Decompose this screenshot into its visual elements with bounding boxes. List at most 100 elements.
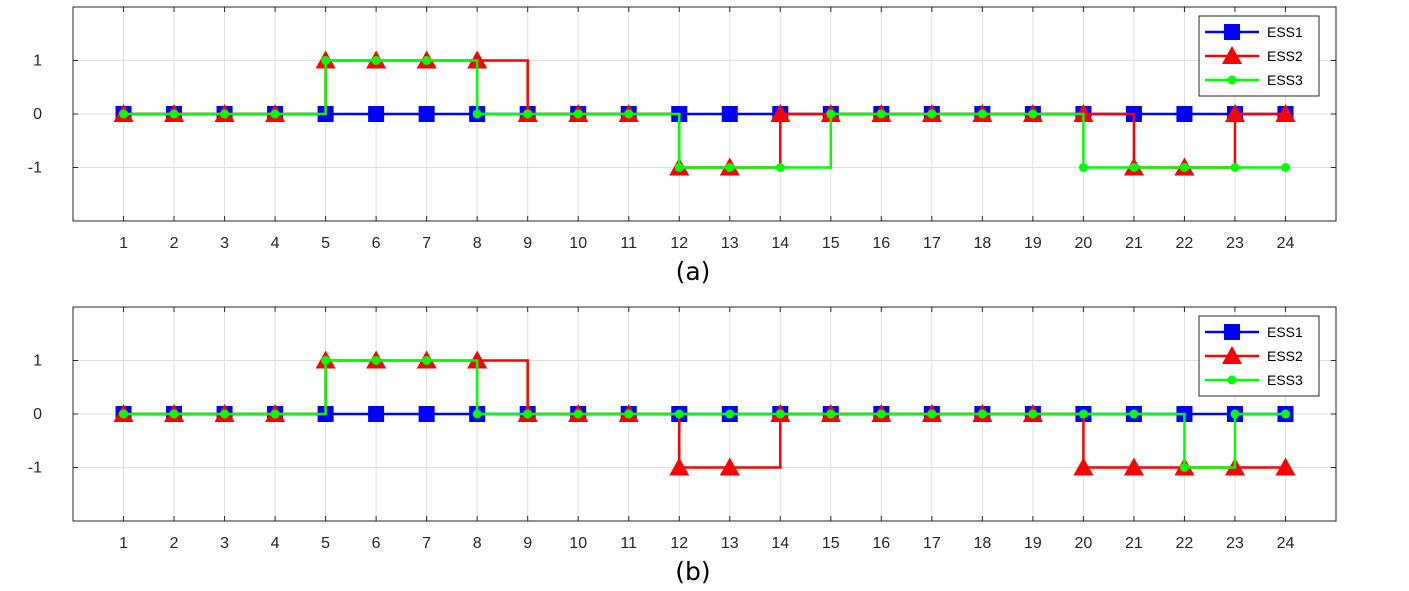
chart-a-ess3-point [1078,163,1088,172]
chart-b-xtick-label: 8 [473,535,482,552]
chart-panel-b: 1 2 3 4 5 6 7 8 9 10 11 12 13 14 15 16 17 18 19 20 21 22 23 24-… [0,300,1409,591]
chart-b-ess3-point [977,409,987,419]
chart-b-ess1-point [368,406,385,422]
chart-b-ess3-point [169,409,179,419]
chart-a-ess2-point [770,104,791,122]
chart-a-series-ess3 [119,56,1290,172]
chart-a-xtick-label: 5 [321,235,330,252]
chart-a-ess3-point [775,163,785,172]
chart-b-ess3-point [624,409,634,419]
chart-b-ess3-point [220,409,230,419]
chart-a-ess2-point [1275,104,1296,122]
chart-b-xtick-label: 14 [771,535,789,552]
chart-b-ess3-point [422,356,432,365]
chart-a-xtick-label: 9 [523,235,532,252]
chart-a-xtick-label: 11 [620,235,637,252]
chart-b-ess3-line [123,359,1286,469]
chart-b-xtick-label: 23 [1226,535,1244,552]
chart-a-xtick-label: 4 [271,235,280,252]
chart-a-ess3-point [1028,109,1038,119]
chart-b-xtick-label: 16 [872,535,890,552]
chart-a-ess3-point [371,56,381,65]
chart-b-legend-label-ess2: ESS2 [1267,348,1303,364]
chart-a-ess3-point [119,109,129,119]
chart-a-ess3-point [523,109,533,119]
chart-b-xtick-label: 13 [721,535,739,552]
chart-b-ess3-point [371,356,381,365]
chart-a-xtick-label: 1 [119,235,128,252]
chart-b-ess3-point [876,409,886,419]
chart-a-ess3-point [573,109,583,119]
chart-b-xtick-label: 6 [372,535,381,552]
chart-a-ess3-point [826,109,836,119]
chart-b-ess3-point [1230,409,1240,419]
chart-a-ess3-point [321,56,331,65]
chart-b-legend-label-ess1: ESS1 [1267,324,1303,340]
chart-a-ess3-point [1179,163,1189,172]
chart-a-xtick-label: 14 [771,235,789,252]
chart-a-xtick-label: 21 [1125,235,1143,252]
chart-b-xtick-label: 12 [670,535,688,552]
chart-a-ess3-point [674,163,684,172]
chart-b-xtick-label: 3 [220,535,229,552]
chart-a-ess3-point [1230,163,1240,172]
chart-a-xtick-label: 16 [872,235,890,252]
chart-b-xtick-label: 2 [170,535,179,552]
chart-a-legend-label-ess1: ESS1 [1267,24,1303,40]
chart-b-ess3-point [927,409,937,419]
chart-a-xtick-label: 20 [1075,235,1093,252]
chart-b-xtick-label: 1 [119,535,128,552]
chart-a-legend-label-ess2: ESS2 [1267,48,1303,64]
chart-a-ytick-label: 0 [33,106,42,123]
chart-b-ess3-point [472,409,482,419]
chart-b-ess3-point [775,409,785,419]
chart-a-xtick-label: 17 [923,235,941,252]
chart-b-xtick-label: 15 [822,535,840,552]
chart-b-ess3-point [1179,463,1189,472]
chart-a-xtick-label: 2 [170,235,179,252]
chart-b-ess3-point [573,409,583,419]
chart-b-xtick-label: 19 [1024,535,1042,552]
chart-b-ess3-point [1028,409,1038,419]
chart-a-caption: (a) [676,257,711,286]
chart-a-xtick-label: 6 [372,235,381,252]
chart-a-legend-marker-ess3 [1227,75,1237,85]
chart-panel-a: 1 2 3 4 5 6 7 8 9 10 11 12 13 14 15 16 17 18 19 20 21 22 23 24-… [0,0,1409,290]
chart-a-ess3-point [725,163,735,172]
chart-b-xtick-label: 4 [271,535,280,552]
chart-b-ess3-point [826,409,836,419]
chart-a-xtick-label: 18 [973,235,991,252]
chart-a-xtick-label: 8 [473,235,482,252]
chart-b-svg: 1 2 3 4 5 6 7 8 9 10 11 12 13 14 15 16 17 18 19 20 21 22 23 24-… [28,306,1337,586]
chart-b-legend-label-ess3: ESS3 [1267,372,1303,388]
chart-b-ess2-point [1275,457,1296,476]
chart-a-ess2-point [1224,104,1245,122]
chart-a-ess1-point [418,106,435,122]
chart-b-series-ess3 [119,356,1290,472]
chart-b-ess3-point [725,409,735,419]
chart-a-xtick-label: 23 [1226,235,1244,252]
chart-b-ytick-label: -1 [28,460,42,477]
chart-a-legend: ESS1 ESS2 ESS3 [1198,15,1320,97]
chart-a-xtick-label: 22 [1176,235,1194,252]
chart-b-legend-marker-ess2 [1222,346,1242,364]
chart-b-ess1-point [418,406,435,422]
chart-a-xtick-label: 12 [670,235,688,252]
chart-b-ess3-point [321,356,331,365]
chart-a-ytick-label: -1 [28,160,42,177]
chart-b-xtick-label: 20 [1075,535,1093,552]
chart-b-ess2-point [1073,457,1094,476]
chart-b-xtick-label: 18 [973,535,991,552]
chart-b-ess3-point [1078,409,1088,419]
chart-b-legend-marker-ess1 [1224,324,1240,340]
chart-b-xtick-label: 9 [523,535,532,552]
chart-a-ess3-point [624,109,634,119]
chart-a-ess1-point [1176,106,1193,122]
chart-a-ess1-point [721,106,738,122]
chart-b-legend: ESS1 ESS2 ESS3 [1198,315,1320,397]
chart-a-svg: 1 2 3 4 5 6 7 8 9 10 11 12 13 14 15 16 17 18 19 20 21 22 23 24-… [28,6,1337,286]
chart-a-legend-label-ess3: ESS3 [1267,72,1303,88]
chart-a-ess3-point [169,109,179,119]
chart-b-ess2-point [1123,457,1144,476]
chart-b-ess2-point [719,457,740,476]
